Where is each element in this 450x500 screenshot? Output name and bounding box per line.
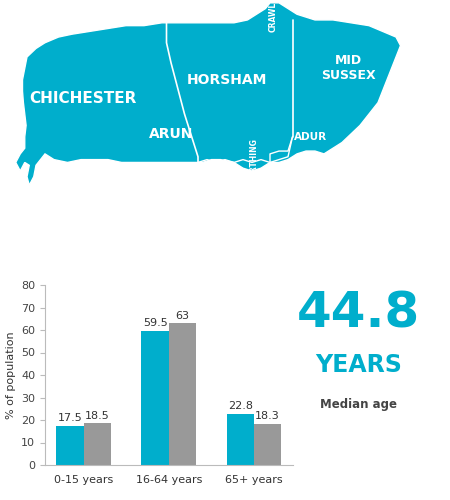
Text: YEARS: YEARS [315, 353, 402, 377]
Text: Median age: Median age [320, 398, 397, 411]
Text: 17.5: 17.5 [58, 413, 82, 423]
Text: 22.8: 22.8 [228, 401, 253, 411]
Polygon shape [16, 3, 400, 185]
Text: ADUR: ADUR [294, 132, 327, 142]
Text: 63: 63 [176, 310, 189, 320]
Bar [169, 324, 196, 465]
Text: MID
SUSSEX: MID SUSSEX [321, 54, 376, 82]
Text: CRAWLEY: CRAWLEY [269, 0, 278, 32]
Text: CHICHESTER: CHICHESTER [30, 91, 137, 106]
Text: ARUN: ARUN [149, 127, 193, 141]
Bar [141, 331, 169, 465]
Text: WORTHING: WORTHING [250, 138, 259, 186]
Bar [84, 424, 111, 465]
Bar [56, 426, 84, 465]
Text: 18.5: 18.5 [85, 410, 109, 420]
Y-axis label: % of population: % of population [5, 331, 16, 419]
Text: HORSHAM: HORSHAM [187, 73, 267, 87]
Text: 44.8: 44.8 [297, 290, 420, 338]
Text: 59.5: 59.5 [143, 318, 167, 328]
Bar [227, 414, 254, 465]
Bar [254, 424, 281, 465]
Text: 18.3: 18.3 [255, 411, 280, 421]
